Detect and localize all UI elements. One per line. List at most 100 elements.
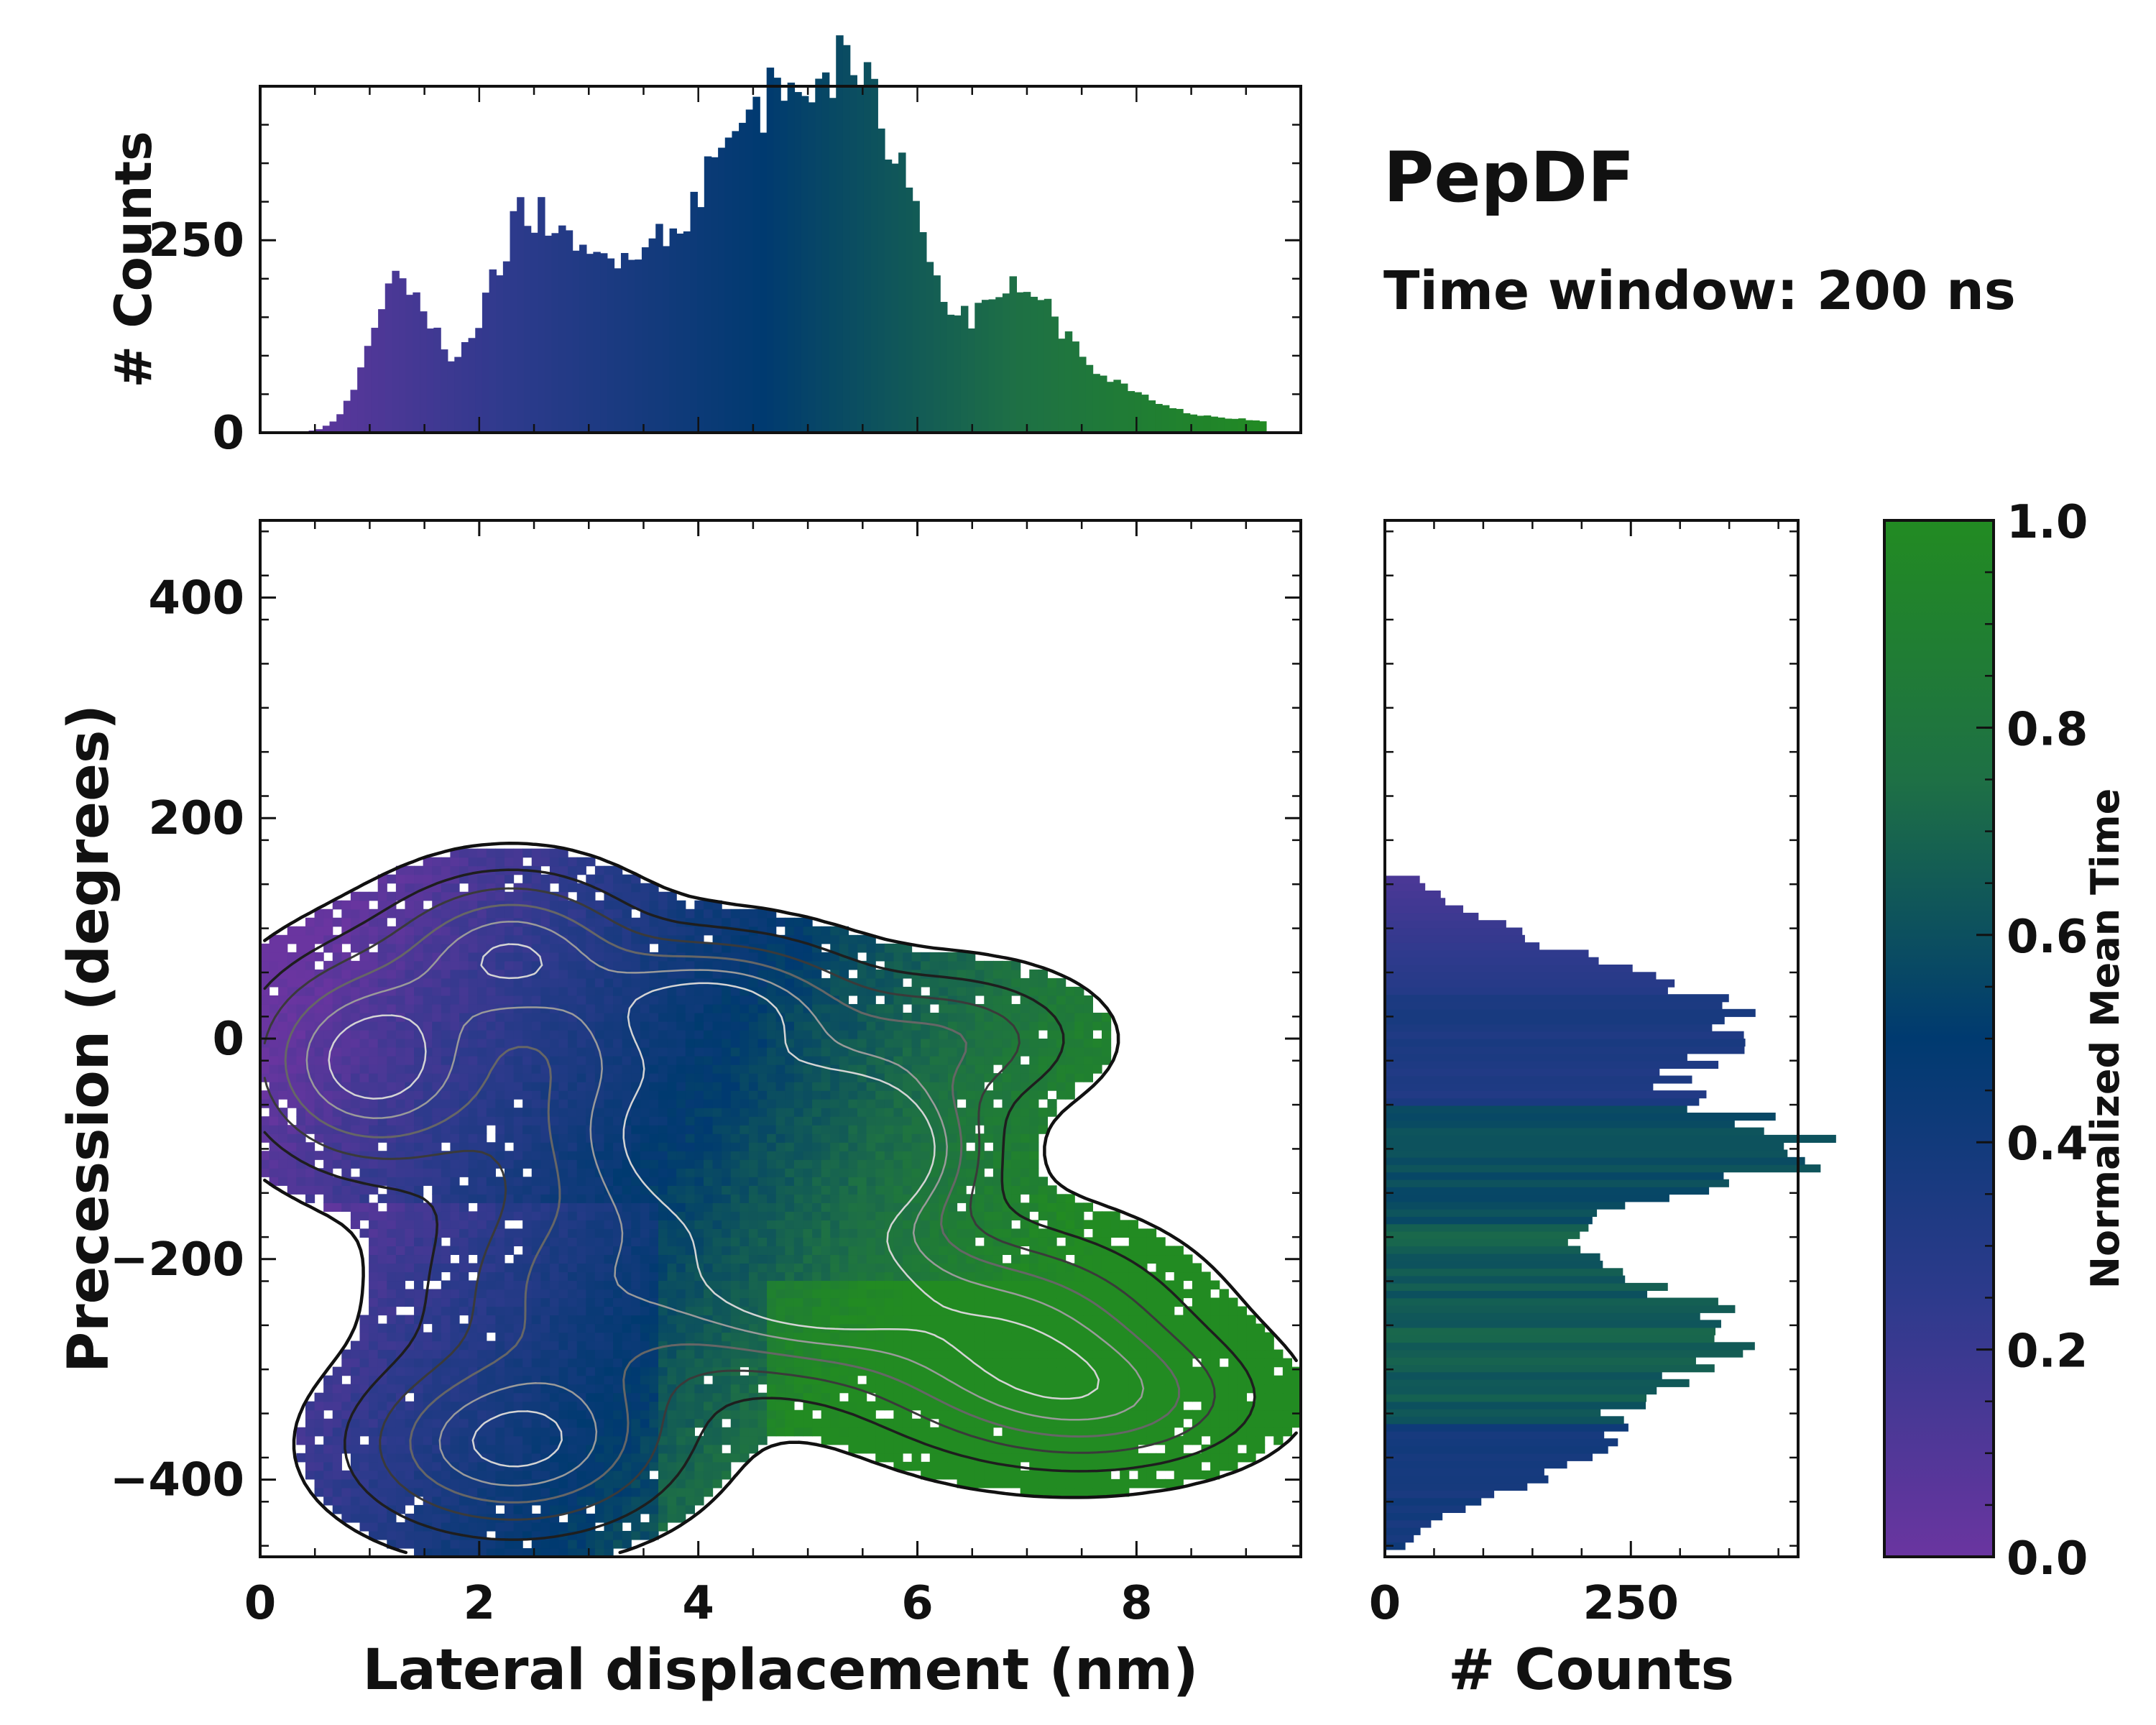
heatmap-cell [640,1289,650,1299]
heatmap-cell [323,1194,333,1203]
heatmap-cell [405,1202,415,1212]
heatmap-cell [866,1306,876,1316]
heatmap-cell [405,1142,415,1151]
heatmap-cell [323,1133,333,1143]
heatmap-cell [513,1418,523,1428]
heatmap-cell [1083,1401,1093,1411]
heatmap-cell [676,1496,686,1506]
heatmap-cell [540,1151,550,1160]
heatmap-cell [712,1194,722,1203]
heatmap-cell [748,1401,759,1411]
heatmap-cell [468,1133,478,1143]
heatmap-cell [405,1418,415,1428]
heatmap-cell [395,1237,406,1246]
heatmap-cell [929,1064,939,1074]
heatmap-cell [1029,1202,1039,1212]
heatmap-cell [540,1280,550,1290]
heatmap-cell [359,1504,369,1514]
heatmap-cell [359,1064,369,1074]
heatmap-cell [748,1168,759,1177]
heatmap-cell [387,1323,397,1333]
heatmap-cell [712,1228,722,1238]
heatmap-cell [594,1453,605,1463]
heatmap-cell [1183,1470,1193,1480]
heatmap-cell [694,1202,704,1212]
heatmap-cell [604,1444,614,1454]
heatmap-cell [1074,1384,1084,1394]
heatmap-cell [667,1142,677,1151]
heatmap-cell [432,1375,442,1385]
heatmap-cell [631,1470,641,1480]
heatmap-cell [1110,1271,1120,1282]
heatmap-cell [549,1358,560,1368]
top-histogram-bar [891,163,899,433]
heatmap-cell [703,1246,714,1256]
heatmap-cell [1047,1323,1057,1333]
heatmap-cell [1128,1358,1138,1368]
heatmap-cell [1029,1332,1039,1342]
heatmap-cell [414,1297,424,1307]
heatmap-cell [1056,1297,1067,1307]
heatmap-cell [622,1332,632,1342]
heatmap-cell [522,1522,533,1532]
heatmap-cell [576,1202,586,1212]
heatmap-cell [387,1418,397,1428]
heatmap-cell [658,1254,668,1264]
heatmap-cell [884,1315,894,1325]
heatmap-cell [414,1159,424,1169]
heatmap-cell [1174,1461,1184,1471]
heatmap-cell [1246,1323,1256,1333]
heatmap-cell [558,1168,568,1177]
heatmap-cell [450,1332,460,1342]
heatmap-cell [694,1237,704,1246]
heatmap-cell [875,1064,885,1074]
heatmap-cell [694,1151,704,1160]
heatmap-cell [785,1401,795,1411]
heatmap-cell [939,1384,949,1394]
heatmap-cell [459,1280,469,1290]
heatmap-cell [911,1271,921,1282]
heatmap-cell [369,1522,379,1532]
heatmap-cell [1256,1340,1266,1351]
heatmap-cell [531,1470,541,1480]
heatmap-cell [658,1246,668,1256]
heatmap-cell [522,1064,533,1074]
heatmap-cell [332,1375,342,1385]
heatmap-cell [531,1056,541,1065]
heatmap-cell [549,1340,560,1351]
heatmap-cell [1038,1280,1049,1290]
heatmap-cell [785,1409,795,1420]
heatmap-cell [785,1358,795,1368]
heatmap-cell [785,1125,795,1134]
heatmap-cell [722,1090,732,1100]
heatmap-cell [405,1375,415,1385]
heatmap-cell [1101,1453,1112,1463]
heatmap-cell [1056,1409,1067,1420]
heatmap-cell [522,1125,533,1134]
heatmap-cell [477,1211,487,1220]
heatmap-cell [631,1246,641,1256]
heatmap-cell [540,1211,550,1220]
heatmap-cell [1146,1375,1157,1385]
heatmap-cell [694,1177,704,1186]
heatmap-cell [911,1297,921,1307]
heatmap-cell [712,1142,722,1151]
heatmap-cell [658,1444,668,1454]
heatmap-cell [558,1358,568,1368]
heatmap-cell [812,1151,822,1160]
heatmap-cell [748,1125,759,1134]
heatmap-cell [748,1375,759,1385]
heatmap-cell [775,1375,786,1385]
heatmap-cell [594,1246,605,1256]
heatmap-cell [1174,1349,1184,1359]
heatmap-cell [676,1177,686,1186]
heatmap-cell [775,1211,786,1220]
top-histogram-bar [857,86,865,433]
heatmap-cell [685,1289,695,1299]
heatmap-cell [830,1332,840,1342]
heatmap-cell [658,1323,668,1333]
heatmap-cell [848,1159,858,1169]
heatmap-cell [793,1297,804,1307]
heatmap-cell [1056,1220,1067,1229]
heatmap-cell [1065,1444,1075,1454]
